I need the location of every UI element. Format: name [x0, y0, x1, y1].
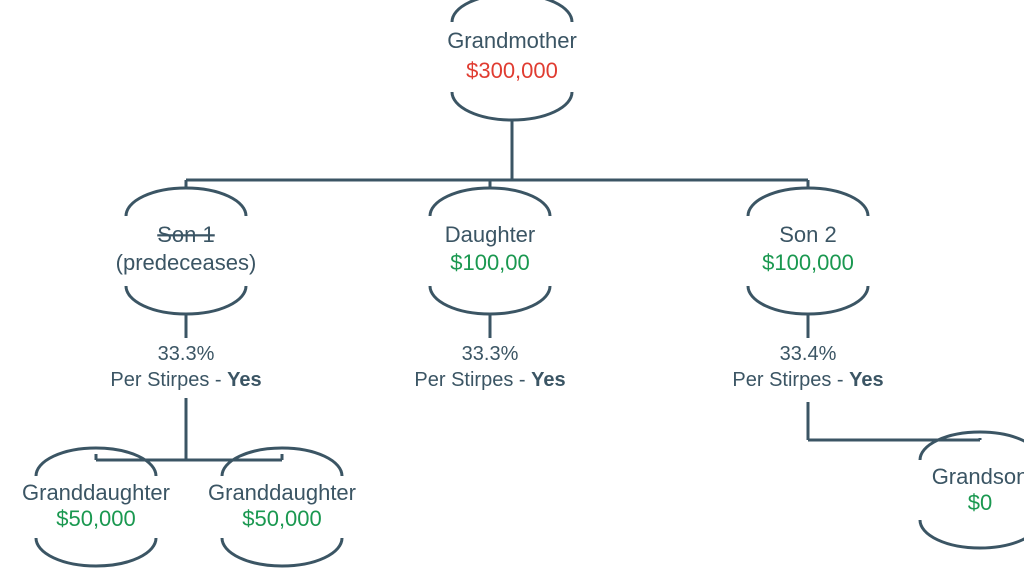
daughter-node-bottom-arc [430, 286, 550, 314]
son1-percent: 33.3% [158, 343, 215, 365]
daughter-node-top-arc [430, 188, 550, 216]
granddaughter2-label: Granddaughter [208, 480, 356, 505]
son1-node-top-arc [126, 188, 246, 216]
grandson-node-bottom-arc [920, 520, 1024, 548]
granddaughter2-node-bottom-arc [222, 538, 342, 566]
granddaughter1-node-top-arc [36, 448, 156, 476]
daughter-label: Daughter [445, 222, 536, 247]
grandson-node-top-arc [920, 432, 1024, 460]
son2-amount: $100,000 [762, 250, 854, 275]
son1-sublabel: (predeceases) [116, 250, 257, 275]
son2-node-top-arc [748, 188, 868, 216]
root-label: Grandmother [447, 28, 577, 53]
granddaughter2-node-top-arc [222, 448, 342, 476]
daughter-percent: 33.3% [462, 343, 519, 365]
son1-label: Son 1 [157, 222, 215, 247]
daughter-per-stirpes: Per Stirpes - Yes [414, 369, 565, 391]
son2-percent: 33.4% [780, 343, 837, 365]
son2-per-stirpes: Per Stirpes - Yes [732, 369, 883, 391]
son2-label: Son 2 [779, 222, 837, 247]
daughter-amount: $100,00 [450, 250, 530, 275]
son2-node-bottom-arc [748, 286, 868, 314]
granddaughter1-label: Granddaughter [22, 480, 170, 505]
root-amount: $300,000 [466, 58, 558, 83]
granddaughter1-amount: $50,000 [56, 506, 136, 531]
granddaughter2-amount: $50,000 [242, 506, 322, 531]
son1-node-bottom-arc [126, 286, 246, 314]
root-node-top-arc [452, 0, 572, 22]
grandson-amount: $0 [968, 490, 992, 515]
son1-per-stirpes: Per Stirpes - Yes [110, 369, 261, 391]
granddaughter1-node-bottom-arc [36, 538, 156, 566]
grandson-label: Grandson [932, 464, 1024, 489]
root-node-bottom-arc [452, 92, 572, 120]
